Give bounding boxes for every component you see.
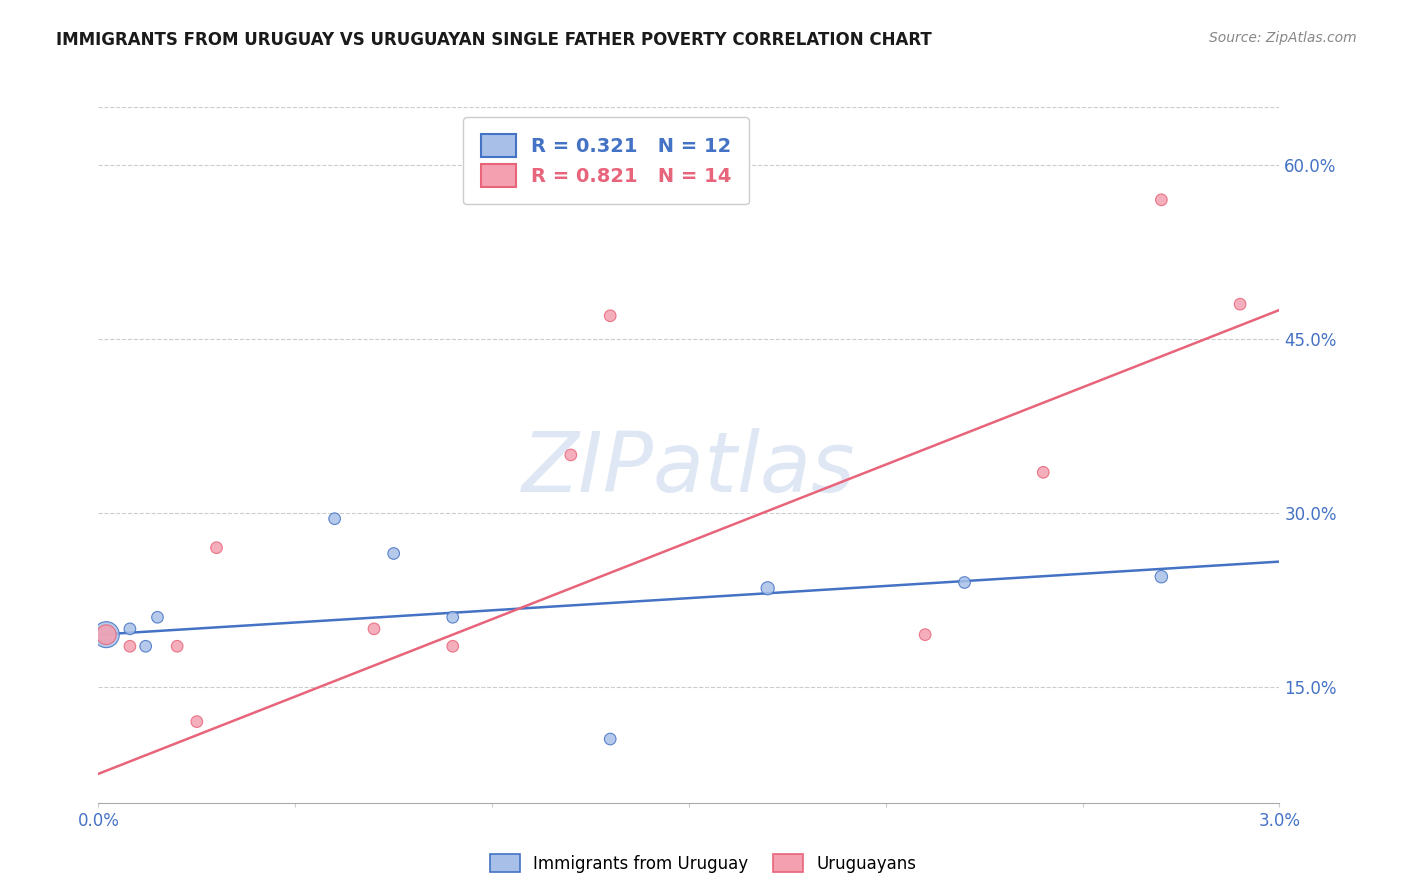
Point bbox=[166, 639, 188, 653]
Point bbox=[1150, 570, 1173, 584]
Point bbox=[146, 610, 169, 624]
Point bbox=[363, 622, 385, 636]
Point bbox=[1032, 466, 1054, 480]
Point bbox=[914, 628, 936, 642]
Text: IMMIGRANTS FROM URUGUAY VS URUGUAYAN SINGLE FATHER POVERTY CORRELATION CHART: IMMIGRANTS FROM URUGUAY VS URUGUAYAN SIN… bbox=[56, 31, 932, 49]
Point bbox=[96, 628, 118, 642]
Text: ZIPatlas: ZIPatlas bbox=[522, 428, 856, 509]
Point bbox=[560, 448, 582, 462]
Point bbox=[756, 582, 779, 596]
Point bbox=[118, 622, 141, 636]
Point bbox=[441, 610, 464, 624]
Point bbox=[953, 575, 976, 590]
Legend: Immigrants from Uruguay, Uruguayans: Immigrants from Uruguay, Uruguayans bbox=[482, 847, 924, 880]
Point bbox=[599, 309, 621, 323]
Text: Source: ZipAtlas.com: Source: ZipAtlas.com bbox=[1209, 31, 1357, 45]
Point bbox=[118, 639, 141, 653]
Point bbox=[135, 639, 157, 653]
Point bbox=[1229, 297, 1251, 311]
Point bbox=[205, 541, 228, 555]
Point bbox=[599, 731, 621, 746]
Point bbox=[96, 628, 118, 642]
Point bbox=[441, 639, 464, 653]
Point bbox=[323, 511, 346, 525]
Legend: R = 0.321   N = 12, R = 0.821   N = 14: R = 0.321 N = 12, R = 0.821 N = 14 bbox=[464, 117, 749, 204]
Point bbox=[382, 546, 405, 561]
Point bbox=[186, 714, 208, 729]
Point bbox=[1150, 193, 1173, 207]
